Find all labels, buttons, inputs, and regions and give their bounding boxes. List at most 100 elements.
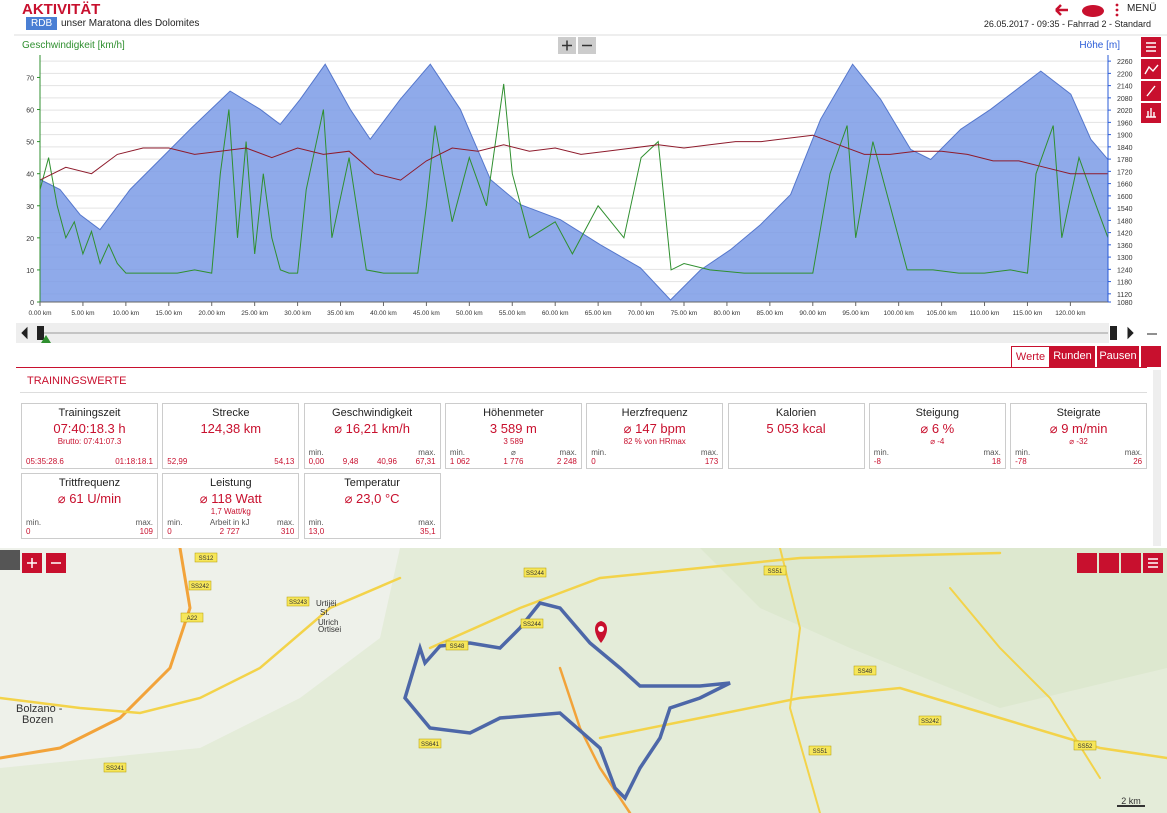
stat-foot-item: 05:35:28.6 bbox=[26, 448, 64, 466]
stat-foot-label: max. bbox=[983, 448, 1001, 457]
y-tick-label: 50 bbox=[26, 140, 34, 147]
menu-button[interactable]: MENÜ bbox=[1127, 3, 1157, 14]
stat-foot-value: 173 bbox=[704, 457, 719, 466]
stat-foot-label: min. bbox=[26, 518, 42, 527]
cloud-icon[interactable] bbox=[1082, 5, 1104, 17]
road-shield bbox=[188, 580, 212, 591]
stat-foot-spacer bbox=[349, 448, 351, 457]
y2-tick-label: 2140 bbox=[1117, 84, 1133, 91]
sport-badge: RDB bbox=[26, 17, 58, 30]
road-shield bbox=[445, 640, 469, 651]
y-tick-label: 10 bbox=[26, 268, 34, 275]
stat-title: Herzfrequenz bbox=[621, 407, 688, 419]
place-label: St. bbox=[320, 608, 330, 617]
stat-foot: min. 13,0 max. 35,1 bbox=[309, 518, 436, 536]
stat-foot-label: max. bbox=[135, 518, 153, 527]
back-icon[interactable] bbox=[1055, 4, 1068, 16]
stat-title: Höhenmeter bbox=[483, 407, 544, 419]
stat-foot: min. 0 max. 109 bbox=[26, 518, 153, 536]
y-tick-label: 70 bbox=[26, 75, 34, 82]
range-handle[interactable] bbox=[37, 326, 44, 340]
road-shield bbox=[763, 565, 787, 576]
stat-value: ⌀ 147 bpm bbox=[623, 421, 686, 436]
x-tick-label: 15.00 km bbox=[155, 310, 182, 317]
tab[interactable]: Werte bbox=[1011, 346, 1050, 368]
road-label: SS244 bbox=[526, 571, 545, 577]
stat-foot-label: max. bbox=[418, 448, 436, 457]
data-line bbox=[39, 134, 1108, 181]
x-tick-label: 20.00 km bbox=[198, 310, 225, 317]
stat-value: 5 053 kcal bbox=[766, 421, 826, 436]
stat-foot-label: min. bbox=[308, 518, 324, 527]
profile-button[interactable] bbox=[1121, 553, 1141, 573]
stat-foot-value: 40,96 bbox=[376, 457, 397, 466]
stat-title: Geschwindigkeit bbox=[332, 407, 413, 419]
road-shield bbox=[194, 552, 218, 563]
road-shield bbox=[523, 567, 547, 578]
y2-tick-label: 1600 bbox=[1117, 194, 1133, 201]
stat-card: Leistung ⌀ 118 Watt 1,7 Watt/kg min. 0 Arbeit… bbox=[162, 473, 300, 539]
stat-foot-value: 9,48 bbox=[342, 457, 359, 466]
x-tick-label: 0.00 km bbox=[28, 310, 51, 317]
tab[interactable]: Pausen bbox=[1097, 346, 1139, 367]
stat-value: ⌀ 61 U/min bbox=[57, 491, 122, 506]
stat-foot-value: -8 bbox=[873, 457, 881, 466]
stat-foot-value: 13,0 bbox=[308, 527, 325, 536]
stat-foot-value: 26 bbox=[1133, 457, 1143, 466]
x-tick-label: 45.00 km bbox=[413, 310, 440, 317]
y2-tick-label: 2080 bbox=[1117, 96, 1133, 103]
stat-value: ⌀ 118 Watt bbox=[199, 491, 262, 506]
x-tick-label: 90.00 km bbox=[799, 310, 826, 317]
x-tick-label: 5.00 km bbox=[71, 310, 94, 317]
stat-foot: min. -8 max. 18 bbox=[874, 448, 1001, 466]
y2-tick-label: 1120 bbox=[1117, 292, 1132, 299]
range-handle[interactable] bbox=[1110, 326, 1117, 340]
stat-card: Kalorien 5 053 kcal bbox=[727, 403, 865, 469]
road-label: SS12 bbox=[199, 556, 214, 562]
y2-tick-label: 1900 bbox=[1117, 133, 1133, 140]
stat-foot-value: 0 bbox=[591, 457, 596, 466]
stat-foot-value: 310 bbox=[280, 527, 295, 536]
stat-foot-label: max. bbox=[276, 518, 295, 527]
layers-button[interactable] bbox=[1099, 553, 1119, 573]
stat-foot-item: ⌀ 1 776 bbox=[503, 448, 523, 466]
place-label: Ulrich bbox=[318, 618, 338, 627]
stat-foot-item: min. -78 bbox=[1015, 448, 1030, 466]
y2-tick-label: 1080 bbox=[1117, 300, 1133, 307]
locate-button[interactable] bbox=[1077, 553, 1097, 573]
y-tick-label: 0 bbox=[30, 300, 34, 307]
x-tick-label: 10.00 km bbox=[112, 310, 139, 317]
stat-sub: 3 589 bbox=[503, 437, 524, 446]
tab-menu[interactable] bbox=[1141, 346, 1161, 367]
road-label: SS241 bbox=[106, 766, 125, 772]
y-tick-label: 30 bbox=[26, 204, 34, 211]
y2-tick-label: 1720 bbox=[1117, 169, 1133, 176]
x-tick-label: 100.00 km bbox=[883, 310, 913, 317]
x-tick-label: 95.00 km bbox=[842, 310, 869, 317]
road-label: SS243 bbox=[289, 600, 308, 606]
tab[interactable]: Runden bbox=[1050, 346, 1095, 367]
scrollbar[interactable] bbox=[1153, 370, 1161, 546]
y2-tick-label: 1240 bbox=[1117, 267, 1133, 274]
y2-axis-label: Höhe [m] bbox=[1079, 40, 1120, 51]
place-label: Urtijëi bbox=[316, 599, 337, 608]
y-axis-label: Geschwindigkeit [km/h] bbox=[22, 40, 125, 51]
stat-foot-value: 2 727 bbox=[219, 527, 240, 536]
x-tick-label: 115.00 km bbox=[1013, 310, 1043, 317]
stat-foot-item: 40,96 bbox=[377, 448, 397, 466]
anchor-button[interactable] bbox=[0, 550, 20, 570]
section-title: TRAININGSWERTE bbox=[27, 375, 127, 387]
road-label: SS48 bbox=[858, 669, 873, 675]
y2-tick-label: 1360 bbox=[1117, 243, 1133, 250]
stat-foot-value: 0 bbox=[26, 527, 31, 536]
activity-meta: 26.05.2017 - 09:35 - Fahrrad 2 - Standar… bbox=[983, 19, 1151, 29]
stat-card: Strecke 124,38 km 52,99 54,13 bbox=[162, 403, 300, 469]
header-icons bbox=[1055, 3, 1119, 17]
road-label: SS242 bbox=[921, 719, 940, 725]
stat-foot-label: min. bbox=[1015, 448, 1031, 457]
stat-card: Steigung ⌀ 6 % ⌀ -4 min. -8 max. 18 bbox=[868, 403, 1006, 469]
stat-title: Steigrate bbox=[1056, 407, 1101, 419]
road-label: SS48 bbox=[450, 644, 465, 650]
stat-card: Herzfrequenz ⌀ 147 bpm 82 % von HRmax min. 0… bbox=[586, 403, 724, 469]
stat-card: Temperatur ⌀ 23,0 °C min. 13,0 max. 35,1 bbox=[303, 473, 441, 539]
